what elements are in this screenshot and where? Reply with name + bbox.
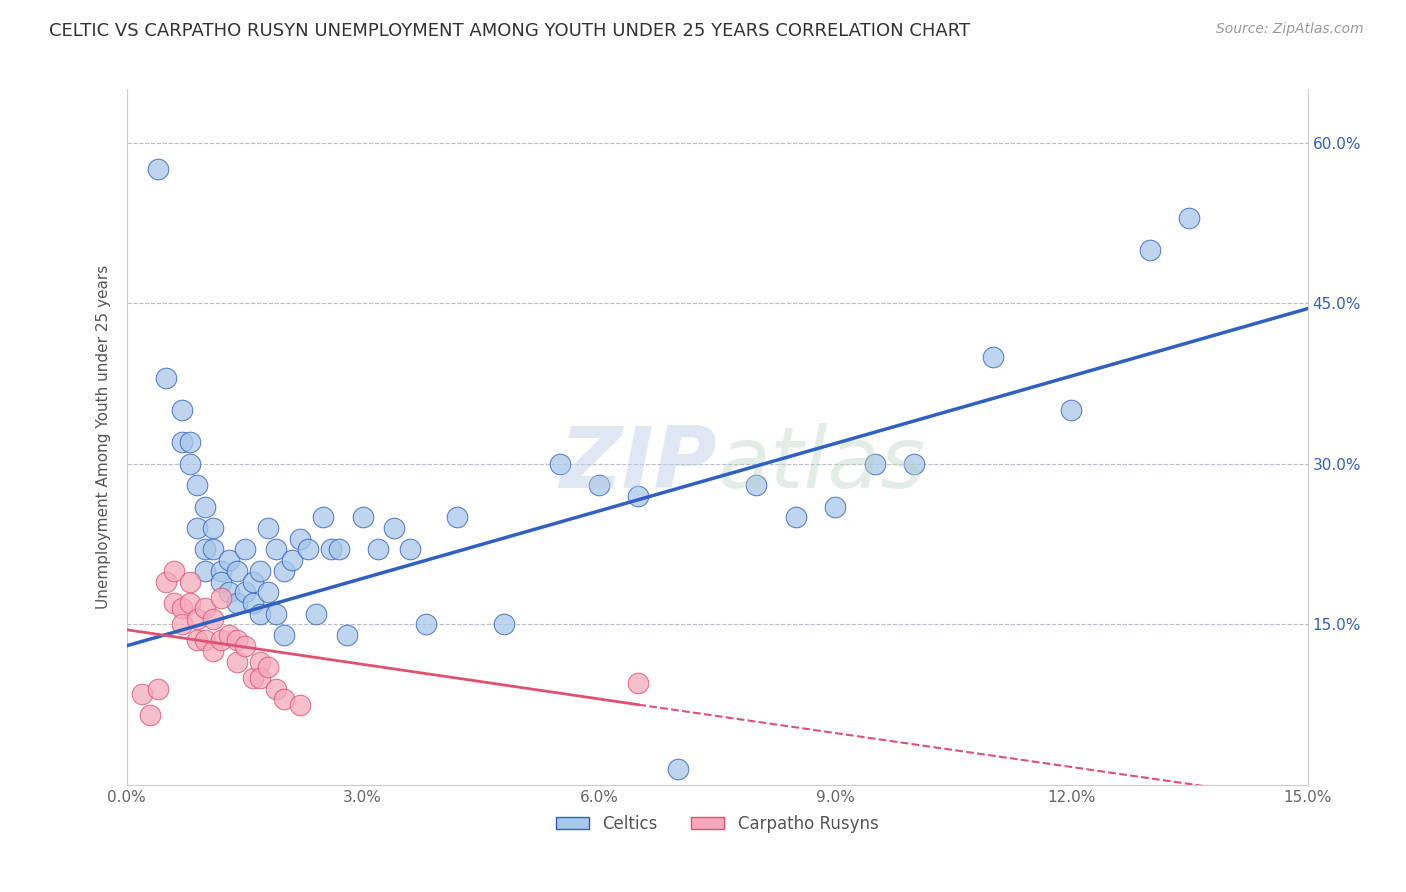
Text: Source: ZipAtlas.com: Source: ZipAtlas.com xyxy=(1216,22,1364,37)
Point xyxy=(264,542,287,557)
Point xyxy=(312,510,335,524)
Point xyxy=(209,574,232,589)
Point xyxy=(202,521,225,535)
Point xyxy=(218,628,240,642)
Point xyxy=(170,403,193,417)
Point xyxy=(194,601,217,615)
Point xyxy=(139,708,162,723)
Point xyxy=(304,607,326,621)
Point xyxy=(194,633,217,648)
Point xyxy=(1139,243,1161,257)
Point xyxy=(666,762,689,776)
Point xyxy=(225,596,247,610)
Point xyxy=(233,639,256,653)
Point xyxy=(202,542,225,557)
Point xyxy=(297,542,319,557)
Point xyxy=(163,596,186,610)
Point xyxy=(288,698,311,712)
Point xyxy=(382,521,405,535)
Point xyxy=(249,564,271,578)
Point xyxy=(155,371,177,385)
Point xyxy=(209,591,232,605)
Point xyxy=(194,542,217,557)
Point xyxy=(179,457,201,471)
Point xyxy=(186,633,208,648)
Point xyxy=(367,542,389,557)
Point xyxy=(399,542,422,557)
Point xyxy=(824,500,846,514)
Point xyxy=(288,532,311,546)
Point xyxy=(494,617,516,632)
Point xyxy=(446,510,468,524)
Point xyxy=(233,585,256,599)
Point xyxy=(179,435,201,450)
Point xyxy=(627,676,650,690)
Point xyxy=(257,660,280,674)
Point xyxy=(588,478,610,492)
Point xyxy=(273,628,295,642)
Point xyxy=(627,489,650,503)
Point xyxy=(170,601,193,615)
Point xyxy=(194,564,217,578)
Point xyxy=(1060,403,1083,417)
Point xyxy=(548,457,571,471)
Point xyxy=(242,596,264,610)
Point xyxy=(249,671,271,685)
Point xyxy=(179,574,201,589)
Point xyxy=(209,633,232,648)
Point xyxy=(186,612,208,626)
Point xyxy=(225,655,247,669)
Point xyxy=(1178,211,1201,225)
Point xyxy=(146,162,169,177)
Point xyxy=(225,633,247,648)
Point xyxy=(785,510,807,524)
Point xyxy=(163,564,186,578)
Text: ZIP: ZIP xyxy=(560,424,717,507)
Point xyxy=(863,457,886,471)
Legend: Celtics, Carpatho Rusyns: Celtics, Carpatho Rusyns xyxy=(548,808,886,839)
Point xyxy=(202,644,225,658)
Point xyxy=(273,692,295,706)
Point xyxy=(321,542,343,557)
Point xyxy=(146,681,169,696)
Point xyxy=(336,628,359,642)
Point xyxy=(273,564,295,578)
Point xyxy=(194,500,217,514)
Point xyxy=(249,655,271,669)
Point xyxy=(264,681,287,696)
Point xyxy=(209,564,232,578)
Point xyxy=(218,553,240,567)
Point xyxy=(257,585,280,599)
Point xyxy=(328,542,350,557)
Point xyxy=(257,521,280,535)
Point xyxy=(218,585,240,599)
Point xyxy=(131,687,153,701)
Point xyxy=(186,521,208,535)
Point xyxy=(186,478,208,492)
Point xyxy=(981,350,1004,364)
Point xyxy=(745,478,768,492)
Point xyxy=(415,617,437,632)
Point xyxy=(242,671,264,685)
Y-axis label: Unemployment Among Youth under 25 years: Unemployment Among Youth under 25 years xyxy=(96,265,111,609)
Point xyxy=(242,574,264,589)
Point xyxy=(155,574,177,589)
Point xyxy=(281,553,304,567)
Point xyxy=(202,612,225,626)
Point xyxy=(233,542,256,557)
Point xyxy=(225,564,247,578)
Point xyxy=(179,596,201,610)
Point xyxy=(903,457,925,471)
Point xyxy=(170,617,193,632)
Point xyxy=(249,607,271,621)
Point xyxy=(352,510,374,524)
Text: atlas: atlas xyxy=(717,424,925,507)
Text: CELTIC VS CARPATHO RUSYN UNEMPLOYMENT AMONG YOUTH UNDER 25 YEARS CORRELATION CHA: CELTIC VS CARPATHO RUSYN UNEMPLOYMENT AM… xyxy=(49,22,970,40)
Point xyxy=(170,435,193,450)
Point xyxy=(264,607,287,621)
